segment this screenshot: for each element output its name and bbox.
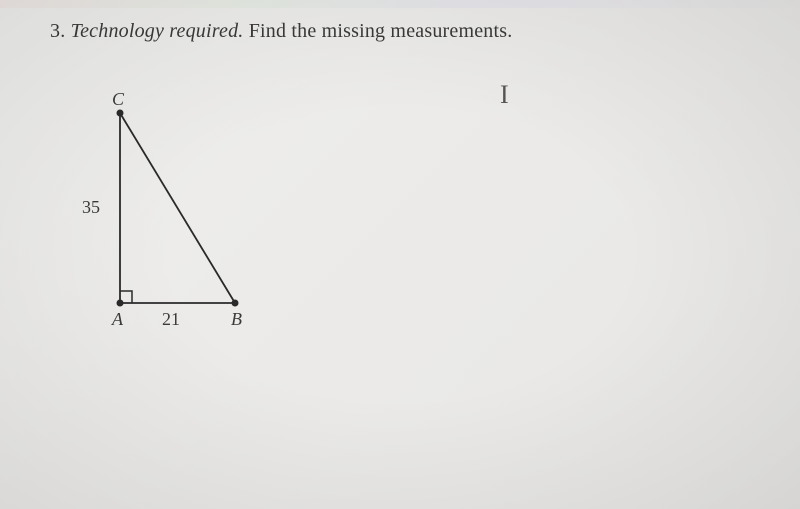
triangle-diagram: C A B 35 21: [60, 93, 260, 353]
side-label-CA: 35: [82, 197, 100, 218]
vertex-dot-A: [117, 300, 124, 307]
side-label-AB: 21: [162, 309, 180, 330]
vertex-label-C: C: [112, 89, 124, 110]
text-cursor-caret: I: [500, 80, 509, 110]
question-text: 3. Technology required. Find the missing…: [50, 20, 750, 43]
side-CB-hypotenuse: [120, 113, 235, 303]
vertex-label-B: B: [231, 309, 242, 330]
question-prompt: Find the missing measurements.: [249, 20, 513, 42]
vertex-dot-B: [232, 300, 239, 307]
question-number: 3.: [50, 20, 65, 42]
vertex-dot-C: [117, 110, 124, 117]
triangle-svg: [60, 93, 260, 353]
vertex-label-A: A: [112, 309, 123, 330]
question-prefix: Technology required.: [71, 20, 244, 42]
page-container: 3. Technology required. Find the missing…: [0, 0, 800, 509]
